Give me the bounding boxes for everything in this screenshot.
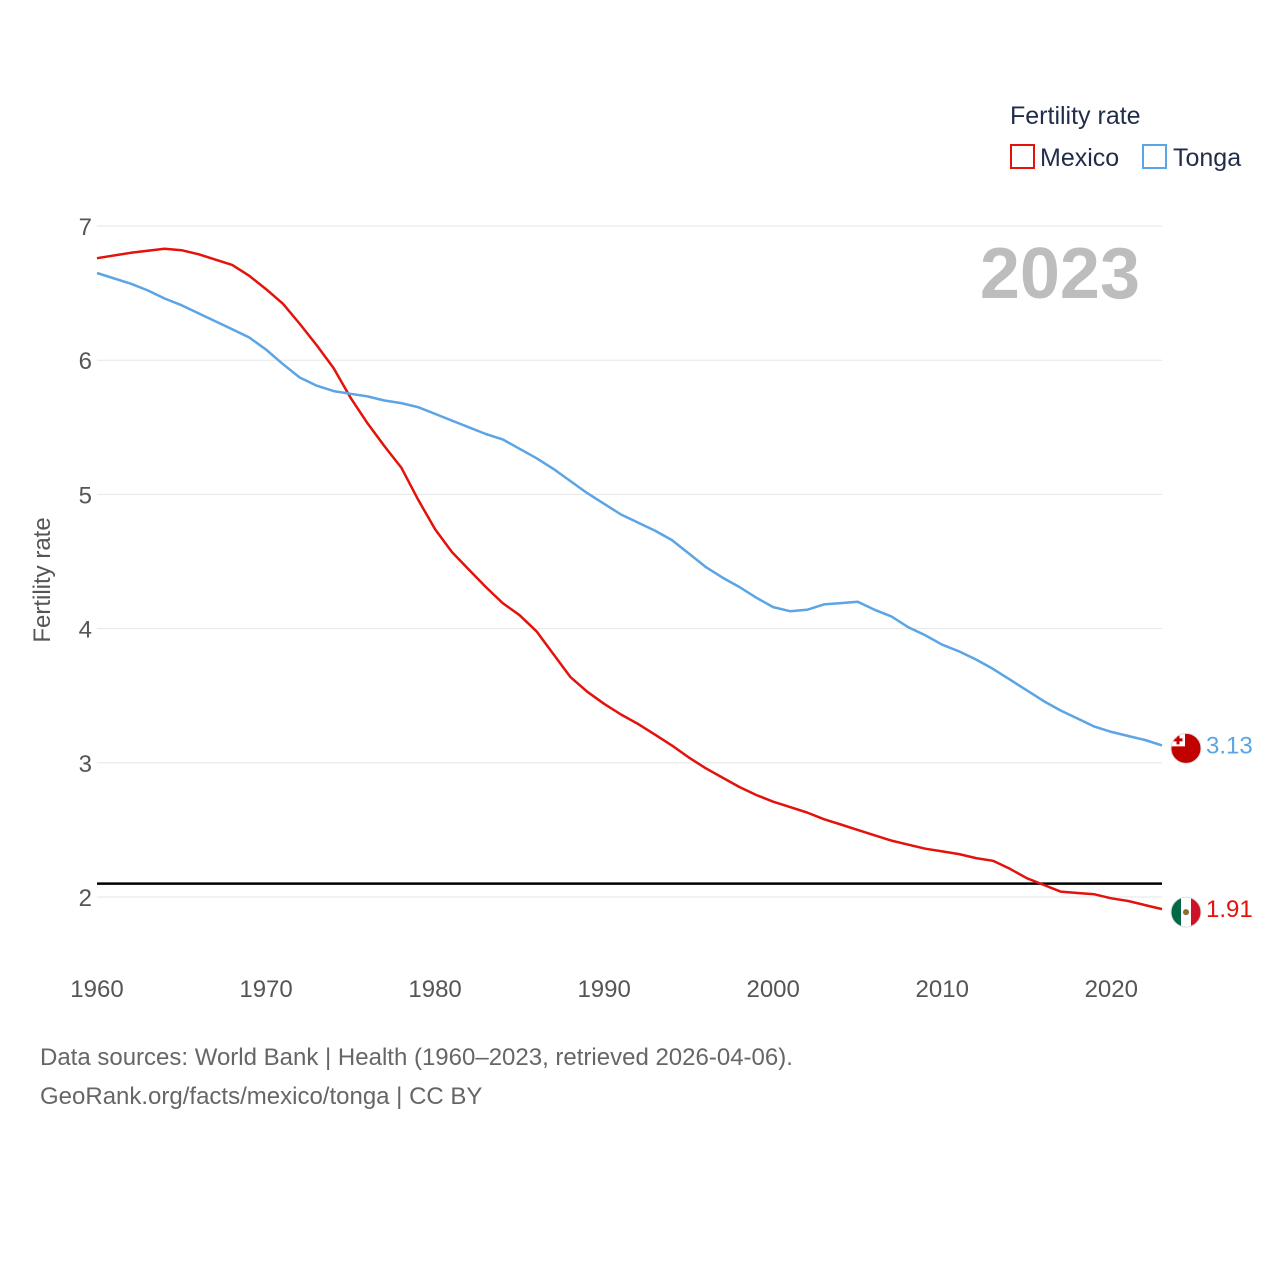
- legend: Fertility rate Mexico Tonga: [1010, 102, 1241, 172]
- series-line-mexico: [96, 247, 1163, 911]
- legend-label-tonga: Tonga: [1173, 144, 1241, 172]
- legend-swatch-tonga: [1142, 144, 1167, 169]
- y-tick-label-5: 5: [79, 482, 92, 509]
- tonga-flag-icon: [1170, 732, 1202, 764]
- x-tick-label-1980: 1980: [408, 976, 461, 1003]
- x-tick-label-2010: 2010: [916, 976, 969, 1003]
- end-label-mexico: 1.91: [1206, 896, 1253, 923]
- series-line-tonga: [96, 271, 1163, 747]
- legend-item-mexico[interactable]: Mexico: [1010, 144, 1119, 172]
- legend-item-tonga[interactable]: Tonga: [1142, 144, 1241, 172]
- fertility-rate-line-chart: 2 3 4 5 6 7 1960 1970 1980 1990 2000 2010 2020 Fert…: [29, 102, 1253, 1003]
- x-tick-label-1960: 1960: [70, 976, 123, 1003]
- gridlines: [97, 225, 1162, 898]
- legend-label-mexico: Mexico: [1040, 144, 1119, 172]
- footer-link[interactable]: GeoRank.org/facts/mexico/tonga | CC BY: [40, 1083, 483, 1110]
- x-tick-label-2020: 2020: [1085, 976, 1138, 1003]
- y-tick-label-7: 7: [79, 214, 92, 241]
- x-axis-ticks: 1960 1970 1980 1990 2000 2010 2020: [70, 976, 1138, 1003]
- end-labels: 1.91 3.13: [1170, 732, 1253, 928]
- footer-source: Data sources: World Bank | Health (1960–…: [40, 1044, 793, 1071]
- y-axis-ticks: 2 3 4 5 6 7: [79, 214, 92, 912]
- y-tick-label-3: 3: [79, 751, 92, 778]
- y-tick-label-6: 6: [79, 348, 92, 375]
- series-lines: [96, 247, 1163, 911]
- y-tick-label-2: 2: [79, 885, 92, 912]
- x-tick-label-1990: 1990: [577, 976, 630, 1003]
- x-tick-label-2000: 2000: [746, 976, 799, 1003]
- y-axis-title: Fertility rate: [29, 517, 56, 642]
- end-label-tonga: 3.13: [1206, 732, 1253, 759]
- y-tick-label-4: 4: [79, 617, 92, 644]
- legend-swatch-mexico: [1010, 144, 1035, 169]
- legend-title: Fertility rate: [1010, 102, 1141, 130]
- year-label: 2023: [980, 234, 1140, 314]
- x-tick-label-1970: 1970: [239, 976, 292, 1003]
- mexico-flag-icon: [1170, 896, 1202, 928]
